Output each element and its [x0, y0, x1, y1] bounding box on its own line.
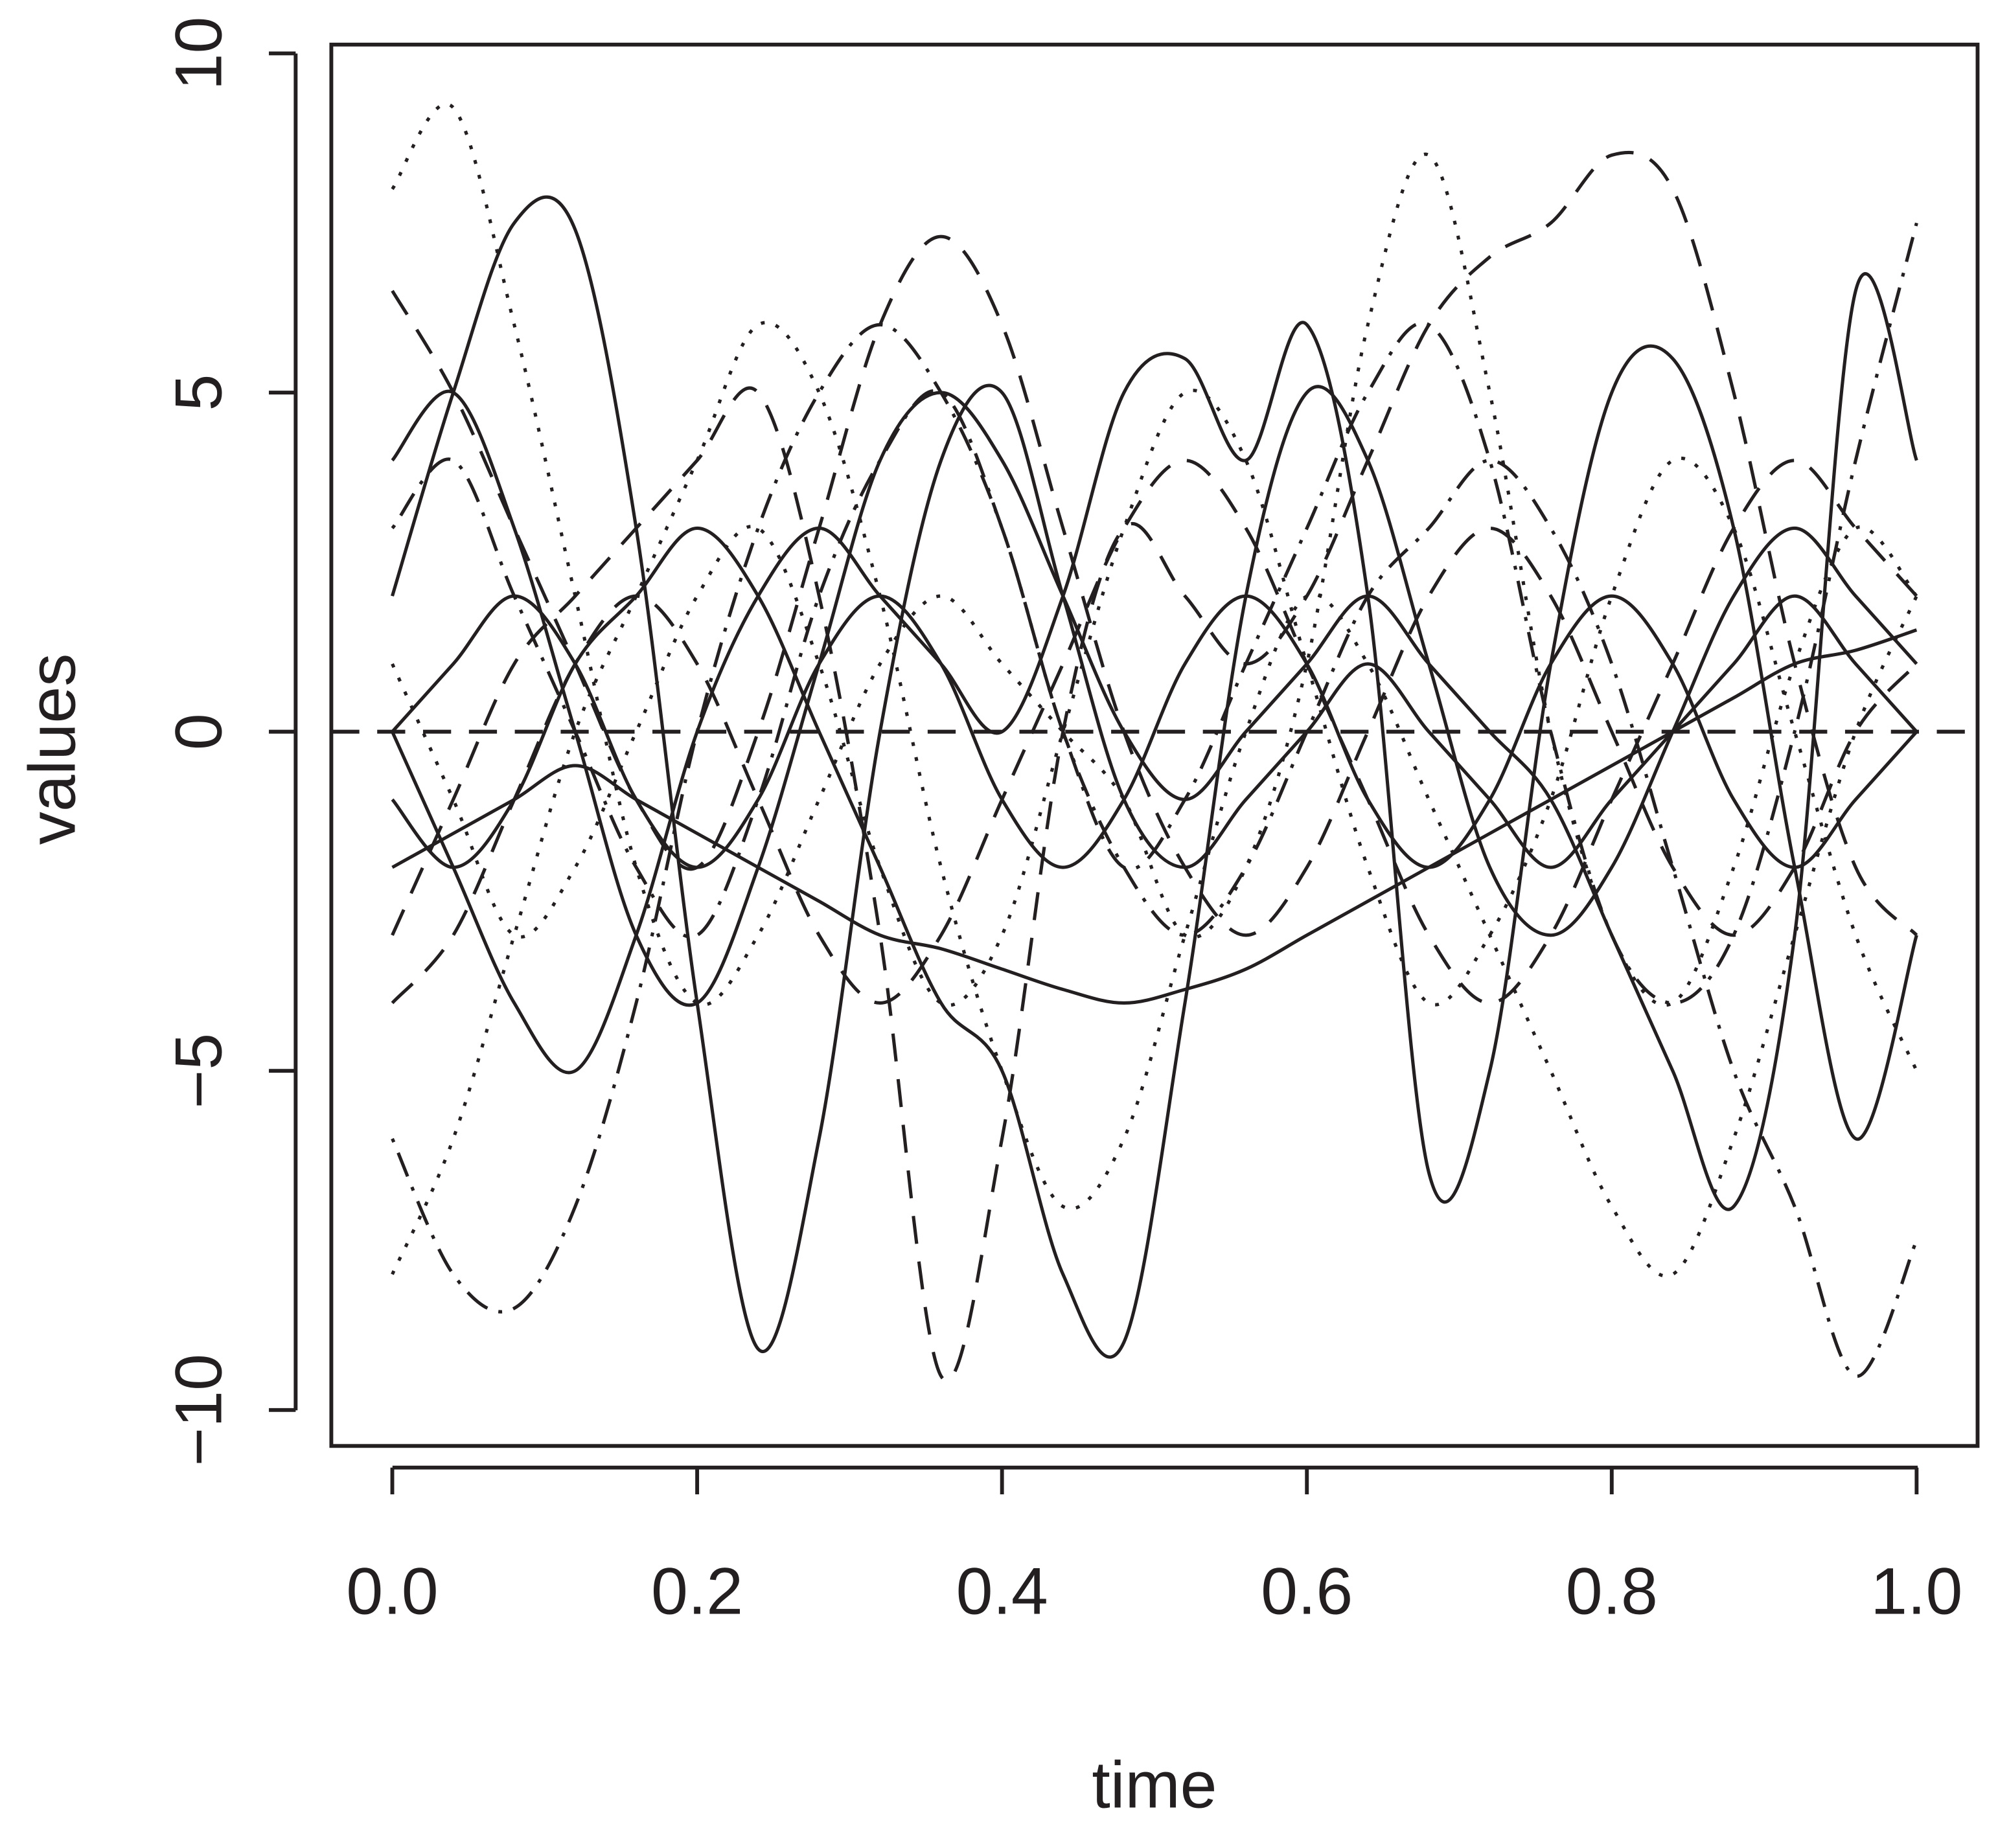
x-tick-label: 1.0 [1870, 1553, 1962, 1628]
curve [391, 321, 1918, 1204]
curve [391, 195, 1918, 1353]
y-tick-label: 5 [161, 374, 236, 411]
curves [391, 102, 1918, 1382]
curve [391, 150, 1918, 1382]
curve [391, 628, 1918, 1005]
curve [391, 321, 1918, 1278]
x-tick-label: 0.0 [346, 1553, 438, 1628]
y-tick-label: 0 [161, 713, 236, 750]
curve [391, 323, 1918, 1378]
y-tick-label: −10 [161, 1354, 236, 1466]
x-tick-label: 0.4 [956, 1553, 1048, 1628]
curve [391, 222, 1918, 1005]
curve [391, 385, 1918, 1359]
x-tick-label: 0.8 [1566, 1553, 1658, 1628]
curve [391, 459, 1918, 1005]
curve [391, 272, 1918, 1211]
y-axis-label: values [15, 654, 89, 845]
x-axis-label: time [1092, 1747, 1217, 1821]
curve [391, 102, 1918, 1007]
plot-frame [329, 42, 1980, 1448]
curve [391, 234, 1918, 937]
x-tick-label: 0.6 [1261, 1553, 1353, 1628]
y-tick-label: 10 [161, 17, 236, 91]
y-tick-label: −5 [161, 1033, 236, 1109]
curve [391, 594, 1918, 869]
x-tick-label: 0.2 [651, 1553, 743, 1628]
